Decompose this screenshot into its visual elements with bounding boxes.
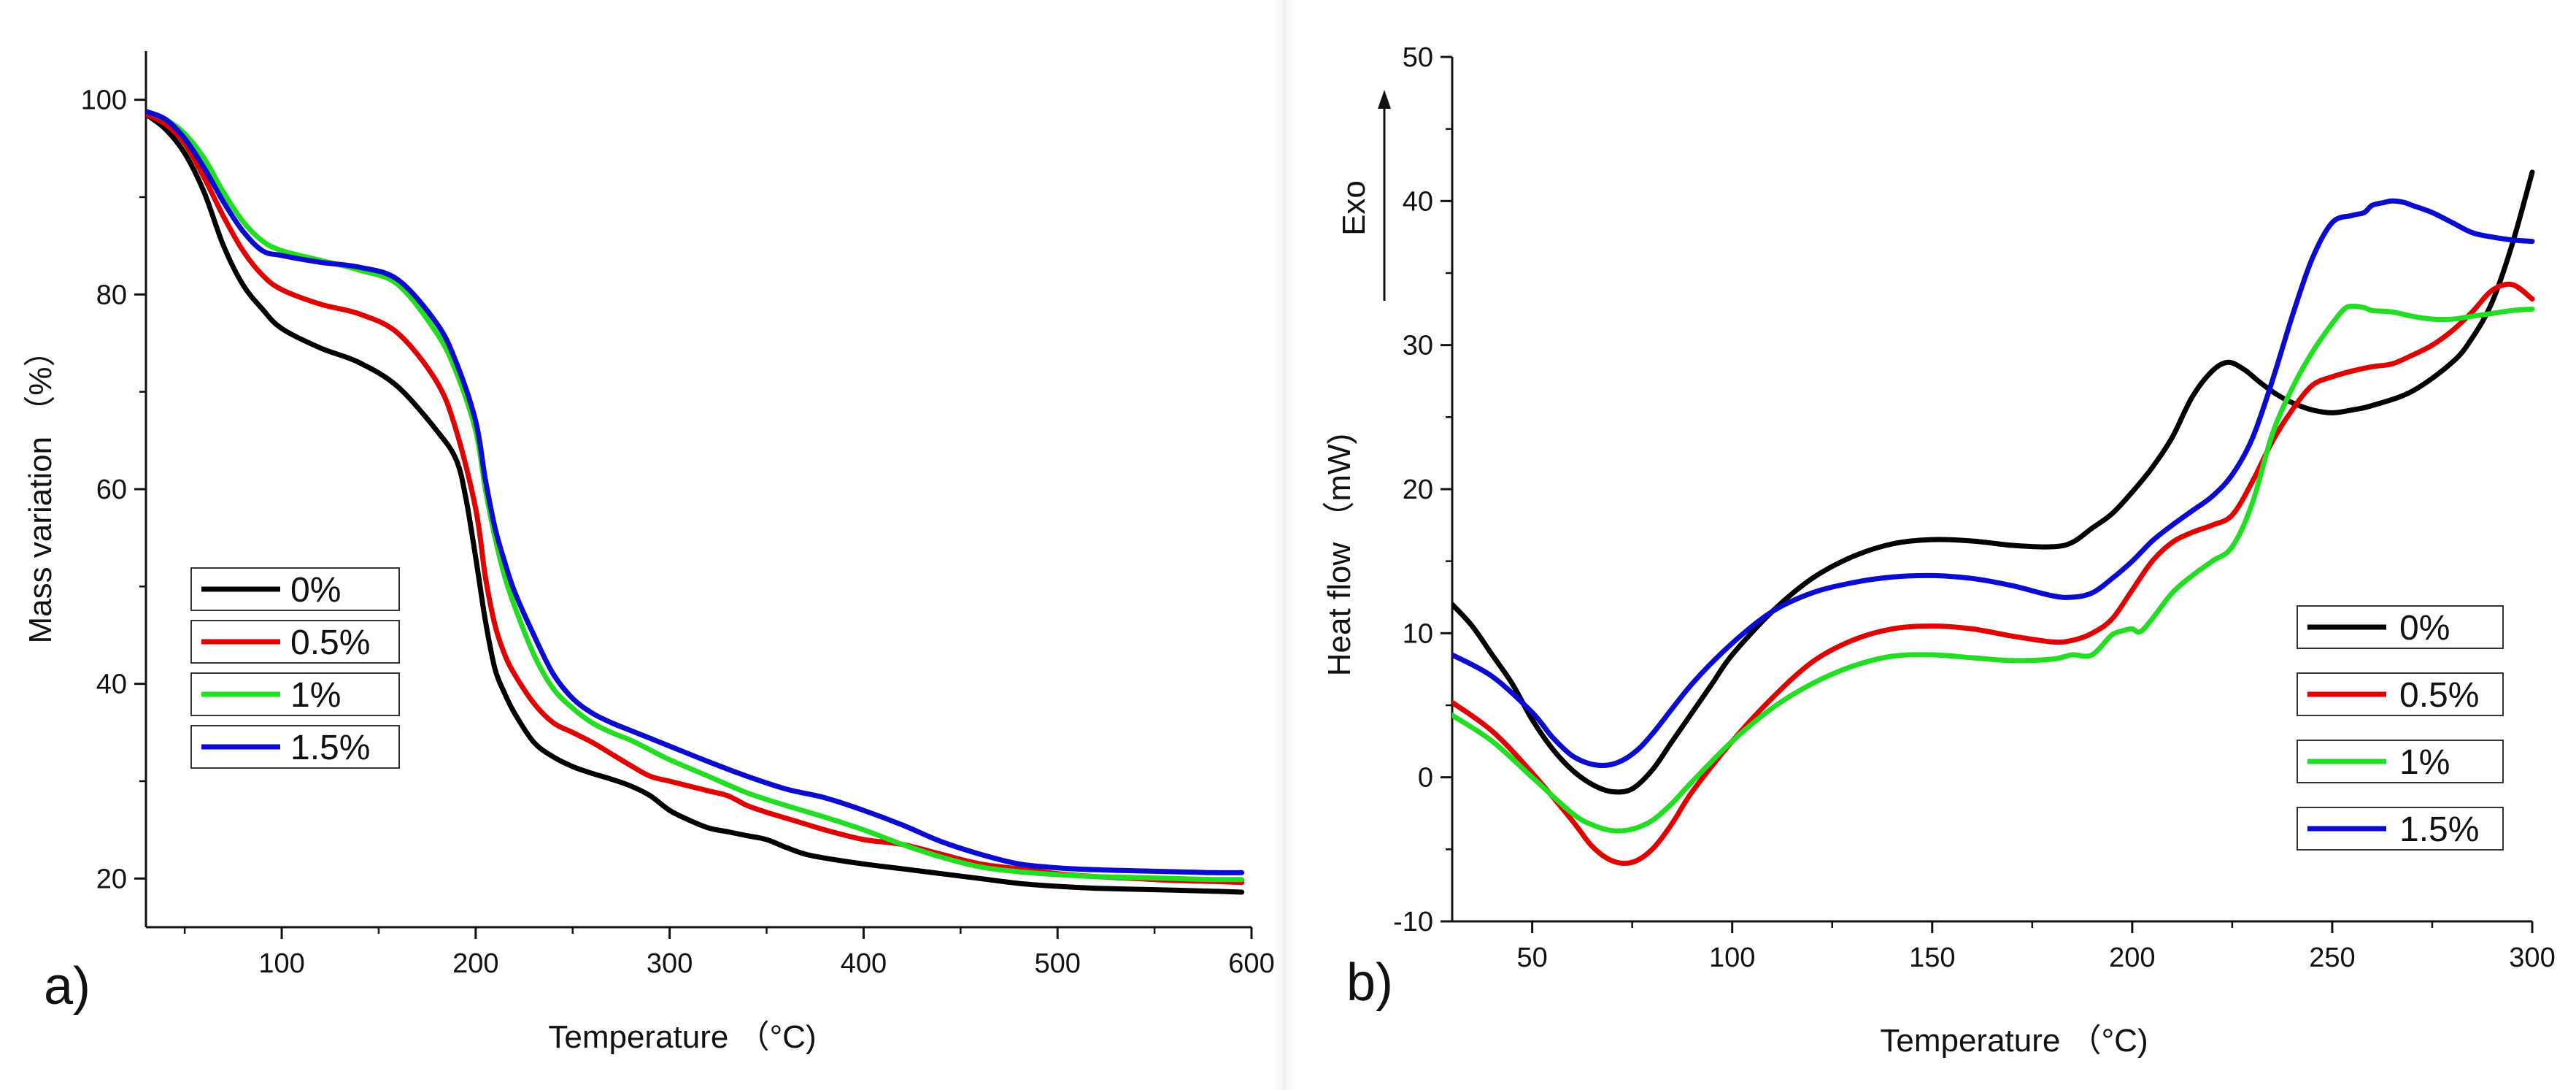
x-tick-label: 100 [1709,943,1755,973]
series-line-1pct [1452,303,2535,834]
series-line-0-5pct [1452,281,2535,867]
legend-label: 0% [290,571,341,610]
y-tick-label: 100 [81,85,127,116]
y-tick-label: 20 [96,864,127,894]
series-line-0pct [1452,169,2535,795]
legend-label: 1% [290,676,341,715]
panel-a-chart: 100 200 300 400 500 600 20 40 60 80 100 Temperature… [0,0,1284,1090]
y-tick-label: 50 [1403,42,1433,73]
x-axis-title: Temperature （°C) [1880,1023,2148,1059]
y-tick-label: 40 [1403,186,1433,217]
legend-label: 1% [2399,743,2450,782]
legend-label: 0.5% [2399,676,2479,715]
x-tick-label: 50 [1516,943,1547,973]
series-line-0-5pct [146,112,1245,886]
exo-label: Exo [1336,180,1372,236]
panel-label: b) [1346,953,1393,1012]
y-tick-label: 60 [96,475,127,505]
x-tick-label: 200 [452,948,498,979]
x-tick-label: 200 [2109,943,2155,973]
x-tick-label: 100 [258,948,304,979]
x-tick-label: 300 [2509,943,2555,973]
legend-label: 0% [2399,609,2450,648]
y-tick-label: 10 [1403,618,1433,649]
y-tick-label: 40 [96,669,127,700]
legend-label: 0.5% [290,623,370,662]
x-tick-label: 600 [1228,948,1274,979]
tga-chart-svg: 100 200 300 400 500 600 20 40 60 80 100 Temperature… [23,51,1275,1055]
y-tick-label: 80 [96,280,127,310]
dsc-chart-svg: 50 100 150 200 250 300 -10 0 10 20 30 40 50 Temperatu… [1322,42,2556,1059]
y-tick-label: 0 [1418,763,1433,794]
x-tick-label: 250 [2309,943,2355,973]
x-tick-label: 400 [841,948,887,979]
exo-arrow-head-icon [1378,90,1391,109]
panel-label: a) [44,957,90,1016]
y-tick-label: 20 [1403,475,1433,505]
x-tick-label: 300 [647,948,693,979]
y-tick-label: 30 [1403,331,1433,361]
legend-label: 1.5% [290,729,370,767]
y-tick-label: -10 [1393,907,1433,937]
series-line-1-5pct [146,109,1245,875]
series-line-0pct [146,112,1245,895]
legend-box [2297,740,2504,783]
x-axis-title: Temperature （°C) [548,1019,816,1055]
x-tick-label: 500 [1035,948,1081,979]
y-axis-title: Mass variation （%） [23,334,58,643]
series-line-1-5pct [1452,198,2535,769]
legend-label: 1.5% [2399,810,2479,849]
x-tick-label: 150 [1909,943,1955,973]
panel-b-chart: 50 100 150 200 250 300 -10 0 10 20 30 40 50 Temperatu… [1284,0,2576,1090]
panel-divider [1273,0,1295,1090]
y-axis-title: Heat flow （mW) [1322,434,1357,676]
series-line-1pct [146,109,1245,883]
